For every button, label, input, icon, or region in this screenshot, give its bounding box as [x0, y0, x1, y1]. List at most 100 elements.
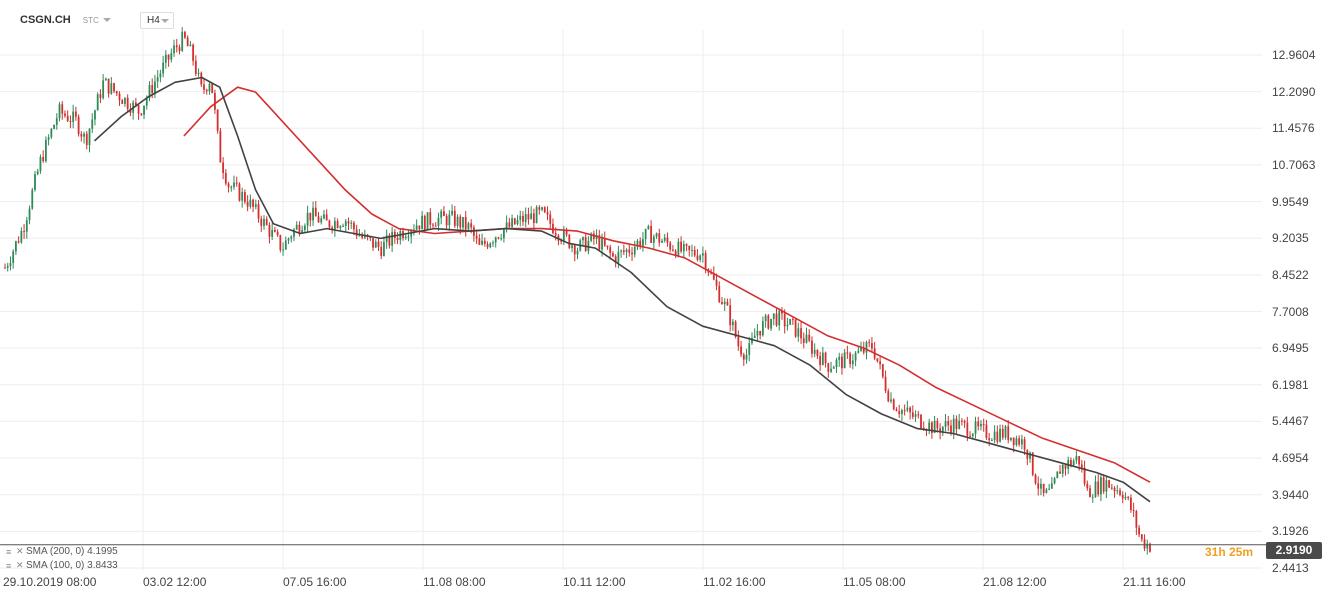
candle-body — [931, 422, 933, 434]
candle-body — [718, 285, 721, 302]
candle-body — [219, 130, 222, 163]
close-icon[interactable]: ✕ — [16, 560, 24, 570]
candle-body — [6, 266, 9, 268]
candle-body — [293, 229, 295, 237]
candle-body — [94, 110, 96, 120]
candle-body — [906, 407, 909, 411]
candle-body — [821, 352, 824, 365]
candle-body — [173, 45, 175, 54]
y-tick-label: 2.4413 — [1272, 561, 1309, 575]
candle-body — [230, 187, 233, 189]
candle-body — [470, 223, 473, 228]
candle-body — [323, 214, 325, 219]
candle-body — [971, 433, 974, 437]
candle-body — [1029, 452, 1031, 459]
x-tick-label: 11.02 16:00 — [703, 575, 766, 589]
candle-body — [917, 414, 920, 416]
candle-body — [159, 73, 162, 78]
legend-sma-200[interactable]: ≡ ✕ SMA (200, 0) 4.1995 — [6, 546, 118, 557]
candle-body — [104, 78, 107, 81]
y-tick-label: 3.1926 — [1272, 524, 1309, 539]
candle-body — [423, 215, 426, 230]
candle-body — [603, 238, 606, 246]
candle-body — [786, 324, 789, 327]
candle-body — [181, 31, 184, 51]
candle-body — [336, 221, 339, 228]
candle-body — [178, 47, 181, 51]
candle-body — [1001, 428, 1004, 438]
candle-body — [462, 217, 464, 228]
y-tick-label: 10.7063 — [1272, 157, 1316, 172]
candle-body — [546, 212, 549, 215]
candle-body — [282, 249, 284, 251]
menu-icon[interactable]: ≡ — [6, 560, 12, 571]
current-price-badge: 2.9190 — [1266, 542, 1322, 559]
candle-body — [1121, 494, 1124, 499]
close-icon[interactable]: ✕ — [16, 546, 24, 556]
candle-body — [1094, 481, 1097, 498]
timeframe-selector[interactable]: H4 — [140, 12, 174, 29]
candle-body — [584, 237, 587, 252]
menu-icon[interactable]: ≡ — [6, 546, 12, 557]
candle-body — [421, 215, 424, 230]
candle-body — [734, 321, 737, 337]
candle-body — [20, 230, 23, 243]
candle-body — [224, 172, 227, 184]
legend-sma-100[interactable]: ≡ ✕ SMA (100, 0) 3.8433 — [6, 560, 118, 571]
y-tick-label: 4.6954 — [1272, 451, 1309, 466]
candle-body — [494, 237, 497, 243]
candle-body — [344, 221, 347, 227]
candle-body — [211, 83, 214, 93]
candle-body — [622, 250, 625, 253]
candle-body — [789, 319, 792, 325]
candle-body — [1108, 480, 1111, 488]
candle-body — [677, 241, 680, 257]
candle-body — [541, 207, 543, 210]
candle-body — [396, 238, 399, 240]
candle-body — [871, 343, 873, 349]
candle-body — [306, 212, 309, 226]
candle-body — [565, 230, 568, 235]
candle-body — [99, 94, 102, 98]
candle-body — [124, 97, 126, 104]
candle-body — [530, 213, 533, 220]
legend-sma-100-label: SMA (100, 0) 3.8433 — [26, 560, 118, 571]
candle-body — [1138, 527, 1140, 535]
candle-body — [663, 237, 666, 241]
candle-body — [535, 207, 538, 224]
candle-body — [620, 250, 623, 252]
candle-body — [969, 435, 971, 437]
candle-body — [69, 121, 72, 123]
candle-body — [1007, 426, 1010, 441]
candle-body — [410, 230, 413, 237]
candle-body — [587, 240, 590, 252]
candle-body — [513, 218, 516, 225]
candle-body — [590, 233, 593, 241]
candle-body — [222, 162, 224, 173]
symbol-label[interactable]: CSGN.CH — [20, 14, 71, 26]
candle-body — [383, 242, 385, 256]
candle-body — [1072, 460, 1075, 466]
price-axis[interactable]: 12.9604 12.2090 11.4576 10.7063 9.9549 9.2035… — [1266, 0, 1332, 599]
candle-body — [113, 83, 115, 92]
chart-style-selector[interactable]: STC — [83, 16, 111, 25]
candle-body — [415, 225, 418, 230]
x-tick-label: 03.02 12:00 — [143, 575, 207, 589]
chevron-down-icon — [161, 19, 169, 23]
candle-body — [884, 376, 887, 392]
candle-body — [562, 230, 565, 242]
candle-body — [31, 189, 34, 209]
x-tick-label: 11.08 08:00 — [423, 575, 486, 589]
candle-body — [538, 207, 541, 210]
candle-body — [12, 251, 15, 263]
candle-body — [1140, 534, 1143, 540]
candle-body — [1083, 467, 1086, 484]
candle-body — [573, 245, 576, 255]
candle-body — [685, 244, 688, 246]
candle-body — [254, 204, 257, 207]
candle-body — [723, 301, 726, 305]
candle-body — [1127, 496, 1130, 498]
candle-body — [459, 216, 462, 228]
candle-body — [404, 236, 407, 239]
